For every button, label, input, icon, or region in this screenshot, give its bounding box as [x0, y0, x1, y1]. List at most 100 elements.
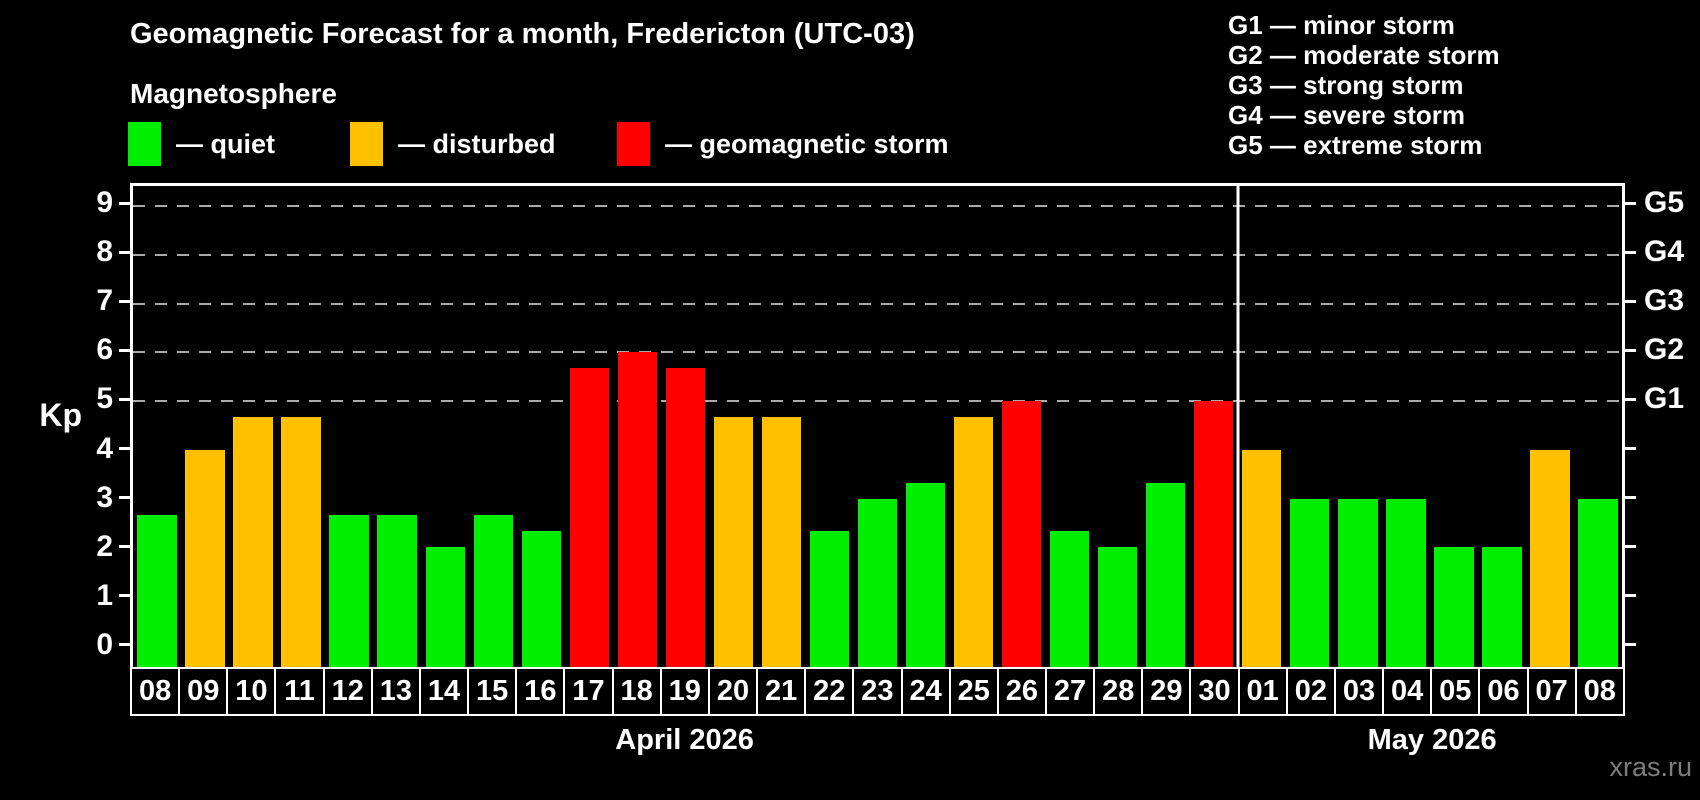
gridline-kp-9	[133, 205, 1622, 208]
bar-day-04	[1386, 498, 1426, 667]
day-label-box-03: 03	[1335, 669, 1383, 714]
legend-swatch-quiet	[128, 122, 161, 166]
g-scale-line: G5 — extreme storm	[1228, 130, 1483, 160]
bar-day-06	[1482, 547, 1522, 667]
bar-slot-03	[1334, 186, 1382, 667]
bar-slot-24	[902, 186, 950, 667]
g-level-label-G5: G5	[1644, 186, 1685, 220]
bar-slot-12	[325, 186, 373, 667]
month-labels-row: April 2026 May 2026	[130, 716, 1625, 760]
day-label-box-05: 05	[1432, 669, 1479, 714]
bar-day-14	[425, 547, 465, 667]
bar-day-05	[1434, 547, 1474, 667]
bar-day-02	[1290, 498, 1330, 667]
day-label-box-06: 06	[1480, 669, 1527, 714]
bar-slot-29	[1142, 186, 1190, 667]
month-label: May 2026	[1367, 724, 1497, 756]
legend-swatch-storm	[617, 122, 650, 166]
bar-day-30	[1194, 401, 1234, 667]
day-label-box-11: 11	[276, 669, 323, 714]
y-tick-label-1: 1	[96, 578, 113, 612]
day-label-box-26: 26	[998, 669, 1045, 714]
day-label-box-15: 15	[469, 669, 516, 714]
gridline-kp-6	[133, 351, 1622, 354]
day-label-box-30: 30	[1191, 669, 1238, 714]
legend-item-disturbed: — disturbed	[350, 121, 556, 167]
plot-frame	[130, 183, 1625, 667]
watermark: xras.ru	[1609, 752, 1692, 782]
day-label-box-19: 19	[661, 669, 708, 714]
day-label-box-16: 16	[517, 669, 564, 714]
bar-slot-18	[613, 186, 661, 667]
bar-slot-15	[469, 186, 517, 667]
bar-day-23	[857, 498, 898, 667]
bar-day-13	[377, 514, 417, 667]
legend-item-label: — geomagnetic storm	[665, 128, 949, 159]
gridline-kp-5	[133, 400, 1622, 403]
g-scale-line: G1 — minor storm	[1228, 10, 1455, 40]
y-tick-right-4	[1625, 447, 1636, 451]
bar-day-25	[953, 417, 994, 667]
bar-slot-04	[1382, 186, 1430, 667]
day-label-box-22: 22	[806, 669, 853, 714]
y-tick-label-0: 0	[96, 627, 113, 661]
day-label-box-07: 07	[1528, 669, 1575, 714]
bar-day-18	[617, 352, 658, 667]
day-label-box-01: 01	[1239, 669, 1286, 714]
bar-slot-08	[133, 186, 181, 667]
day-label-box-28: 28	[1095, 669, 1142, 714]
day-label-box-02: 02	[1287, 669, 1334, 714]
y-tick-right-0	[1625, 643, 1636, 647]
y-tick-label-9: 9	[96, 186, 113, 220]
y-tick-left-1	[119, 594, 130, 598]
bar-day-08	[137, 514, 177, 667]
g-scale-legend: G1 — minor storm G2 — moderate storm G3 — …	[1228, 10, 1500, 160]
bar-slot-19	[661, 186, 709, 667]
x-axis-day-labels: 08 09 10 11 12 13 14 15 16 17 18 19 20 21 22 23 24 25 26 27…	[130, 667, 1625, 716]
plot-area: Kp 0 1 2 3 4 5 6 7 8 9 G1 G2 G3 G4 G5	[39, 183, 1684, 667]
y-tick-label-8: 8	[96, 235, 113, 269]
bar-slot-14	[421, 186, 469, 667]
month-separator	[1236, 186, 1240, 667]
y-tick-left-6	[119, 348, 130, 352]
g-level-label-G1: G1	[1644, 382, 1685, 416]
day-label-box-23: 23	[854, 669, 901, 714]
bar-slot-26	[998, 186, 1046, 667]
bar-day-20	[713, 417, 754, 667]
y-tick-label-2: 2	[96, 529, 113, 563]
bar-day-07	[1530, 449, 1570, 667]
bar-day-01	[1242, 449, 1282, 667]
y-tick-left-9	[119, 201, 130, 205]
bar-slot-21	[757, 186, 805, 667]
bar-slot-17	[565, 186, 613, 667]
day-label-box-12: 12	[324, 669, 371, 714]
y-tick-right-7	[1625, 299, 1636, 303]
y-tick-label-6: 6	[96, 333, 113, 367]
y-tick-left-0	[119, 643, 130, 647]
y-tick-label-4: 4	[96, 431, 113, 465]
bar-day-24	[905, 482, 946, 667]
gridline-kp-7	[133, 302, 1622, 305]
bar-slot-30	[1190, 186, 1238, 667]
day-label-box-10: 10	[228, 669, 275, 714]
gridline-kp-8	[133, 253, 1622, 256]
y-tick-label-3: 3	[96, 480, 113, 514]
plot-inner	[133, 186, 1622, 667]
y-tick-right-5	[1625, 397, 1636, 401]
day-label-box-08: 08	[132, 669, 179, 714]
magnetosphere-label: Magnetosphere	[130, 78, 337, 109]
g-level-label-G3: G3	[1644, 284, 1685, 318]
g-scale-line: G3 — strong storm	[1228, 70, 1464, 100]
bar-slot-10	[229, 186, 277, 667]
magnetosphere-legend: — quiet — disturbed — geomagnetic storm	[128, 121, 1108, 167]
bar-slot-08	[1574, 186, 1622, 667]
bar-slot-27	[1046, 186, 1094, 667]
bar-day-29	[1145, 482, 1186, 667]
bar-slot-25	[950, 186, 998, 667]
day-label-box-20: 20	[709, 669, 757, 714]
g-level-label-G4: G4	[1644, 235, 1685, 269]
y-tick-right-3	[1625, 496, 1636, 500]
y-tick-right-1	[1625, 594, 1636, 598]
day-label-box-09: 09	[180, 669, 227, 714]
